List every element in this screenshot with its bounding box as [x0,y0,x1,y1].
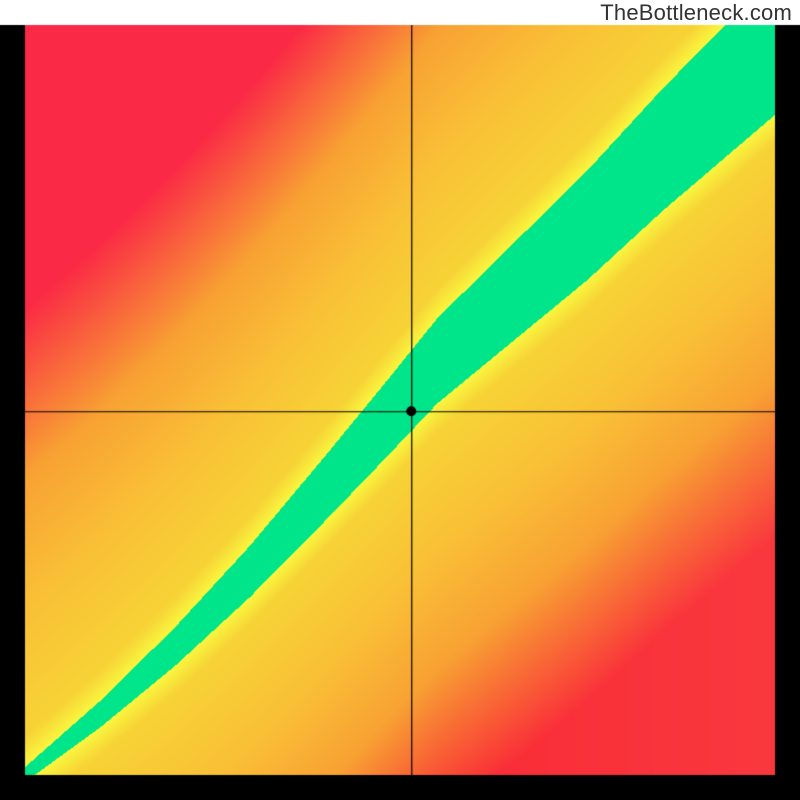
watermark-text: TheBottleneck.com [600,0,792,26]
bottleneck-heatmap [0,0,800,800]
